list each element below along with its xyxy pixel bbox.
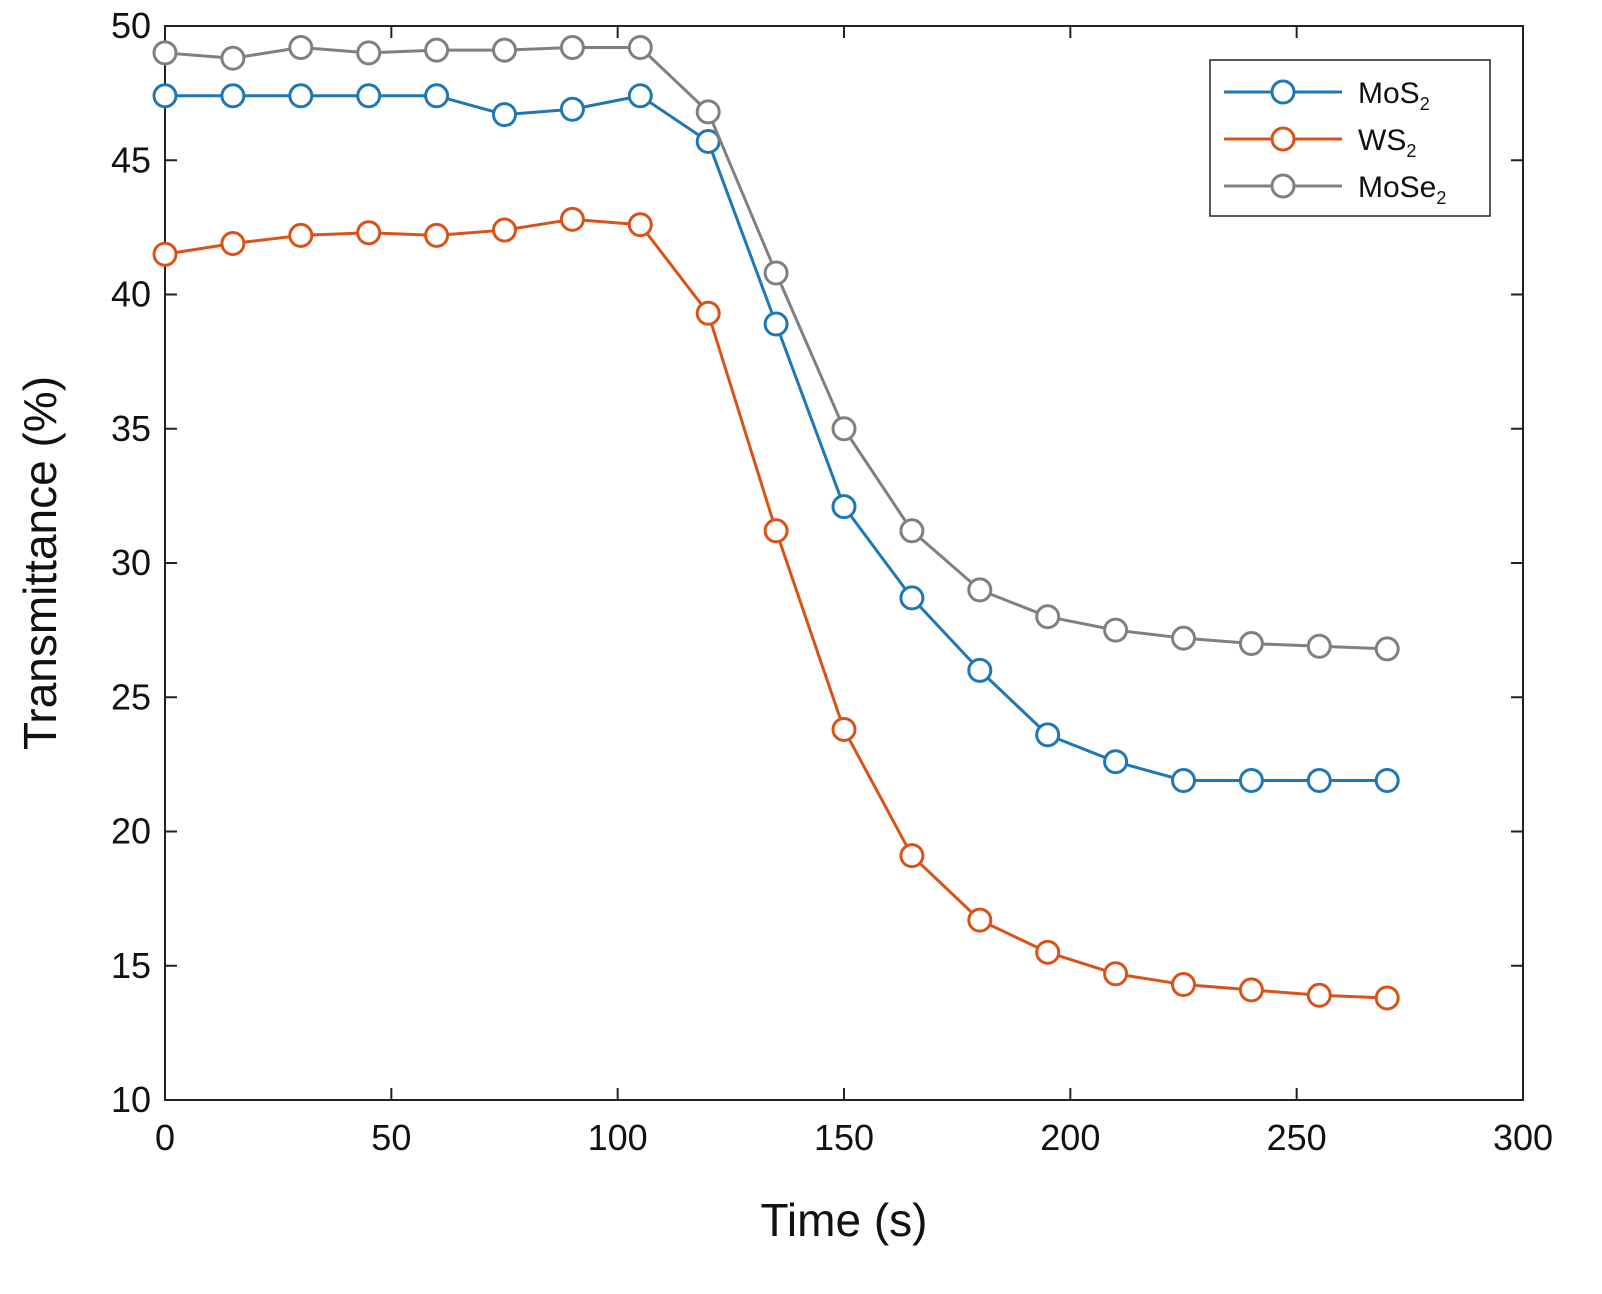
data-point: [1306, 982, 1332, 1008]
legend: MoS2 WS2 MoSe2: [1209, 59, 1491, 217]
x-tick-label: 0: [155, 1117, 175, 1158]
data-point: [627, 212, 653, 238]
data-point: [1171, 972, 1196, 998]
data-point: [492, 217, 517, 243]
data-point: [831, 494, 857, 520]
data-point: [288, 34, 314, 60]
data-point: [288, 222, 314, 248]
y-tick-label: 45: [111, 139, 151, 180]
data-point: [424, 37, 450, 63]
y-tick-label: 15: [111, 945, 151, 986]
x-tick-label: 200: [1040, 1117, 1100, 1158]
legend-marker: [1270, 79, 1296, 105]
data-point: [627, 34, 653, 60]
legend-label: MoS2: [1358, 77, 1430, 114]
y-tick-label: 10: [111, 1079, 151, 1120]
data-point: [1035, 722, 1061, 748]
data-point: [831, 716, 857, 742]
data-point: [763, 311, 789, 337]
legend-marker: [1270, 173, 1296, 199]
data-point: [356, 220, 382, 246]
data-point: [1374, 985, 1400, 1011]
data-point: [899, 843, 925, 869]
data-point: [763, 518, 789, 544]
data-point: [763, 260, 789, 286]
data-point: [899, 518, 925, 544]
axis-ticks: 0 50 100 150 200 250 300 10 15 20 25 30 35 40 45 50: [111, 5, 1553, 1158]
data-point: [288, 83, 314, 109]
data-point: [1103, 749, 1129, 775]
data-point: [695, 99, 721, 125]
y-tick-label: 35: [111, 408, 151, 449]
data-point: [424, 83, 450, 109]
data-point: [1035, 604, 1061, 630]
data-point: [1103, 617, 1129, 643]
legend-item: MoSe2: [1224, 171, 1446, 208]
legend-item: WS2: [1224, 124, 1416, 161]
y-axis-title: Transmittance (%): [14, 376, 66, 750]
data-point: [967, 907, 993, 933]
data-point: [152, 83, 178, 109]
data-point: [220, 230, 246, 256]
data-point: [1171, 625, 1196, 651]
x-tick-label: 300: [1493, 1117, 1553, 1158]
series-group: [152, 34, 1400, 1011]
data-point: [831, 416, 857, 442]
data-point: [1238, 631, 1264, 657]
x-axis-title: Time (s): [761, 1194, 928, 1246]
y-tick-label: 40: [111, 274, 151, 315]
series-WS2: [152, 206, 1400, 1011]
data-point: [1374, 636, 1400, 662]
data-point: [559, 34, 585, 60]
data-point: [220, 83, 246, 109]
data-point: [1171, 767, 1196, 793]
series-MoSe2: [152, 34, 1400, 662]
data-point: [1374, 767, 1400, 793]
y-tick-label: 50: [111, 5, 151, 46]
data-point: [899, 585, 925, 611]
data-point: [492, 102, 517, 128]
x-tick-label: 250: [1267, 1117, 1327, 1158]
x-tick-label: 50: [371, 1117, 411, 1158]
data-point: [967, 577, 993, 603]
y-tick-label: 30: [111, 542, 151, 583]
data-point: [1103, 961, 1129, 987]
data-point: [559, 206, 585, 232]
series-MoS2: [152, 83, 1400, 793]
data-point: [1238, 977, 1264, 1003]
legend-marker: [1270, 126, 1296, 152]
data-point: [220, 45, 246, 71]
x-tick-label: 150: [814, 1117, 874, 1158]
data-point: [356, 40, 382, 66]
data-point: [559, 96, 585, 122]
data-point: [492, 37, 517, 63]
data-point: [356, 83, 382, 109]
y-tick-label: 20: [111, 811, 151, 852]
y-tick-label: 25: [111, 676, 151, 717]
data-point: [1306, 767, 1332, 793]
data-point: [1238, 767, 1264, 793]
data-point: [695, 300, 721, 326]
legend-item: MoS2: [1224, 77, 1430, 114]
data-point: [152, 241, 178, 267]
legend-label: WS2: [1358, 124, 1416, 161]
x-tick-label: 100: [588, 1117, 648, 1158]
data-point: [1035, 939, 1061, 965]
data-point: [967, 657, 993, 683]
legend-label: MoSe2: [1358, 171, 1446, 208]
data-point: [424, 222, 450, 248]
data-point: [152, 40, 178, 66]
data-point: [627, 83, 653, 109]
data-point: [1306, 633, 1332, 659]
